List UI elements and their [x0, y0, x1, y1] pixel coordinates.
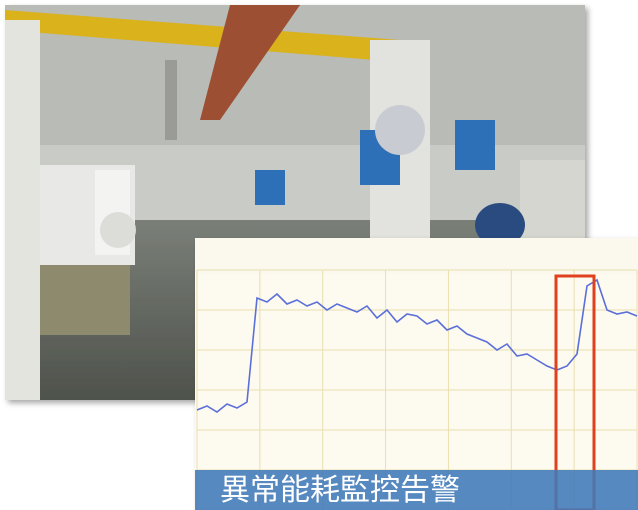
chart-panel	[195, 238, 638, 510]
data-line	[196, 278, 638, 413]
caption: 異常能耗監控告警	[220, 473, 460, 508]
highlight-box	[554, 274, 596, 510]
caption-band	[195, 470, 638, 510]
